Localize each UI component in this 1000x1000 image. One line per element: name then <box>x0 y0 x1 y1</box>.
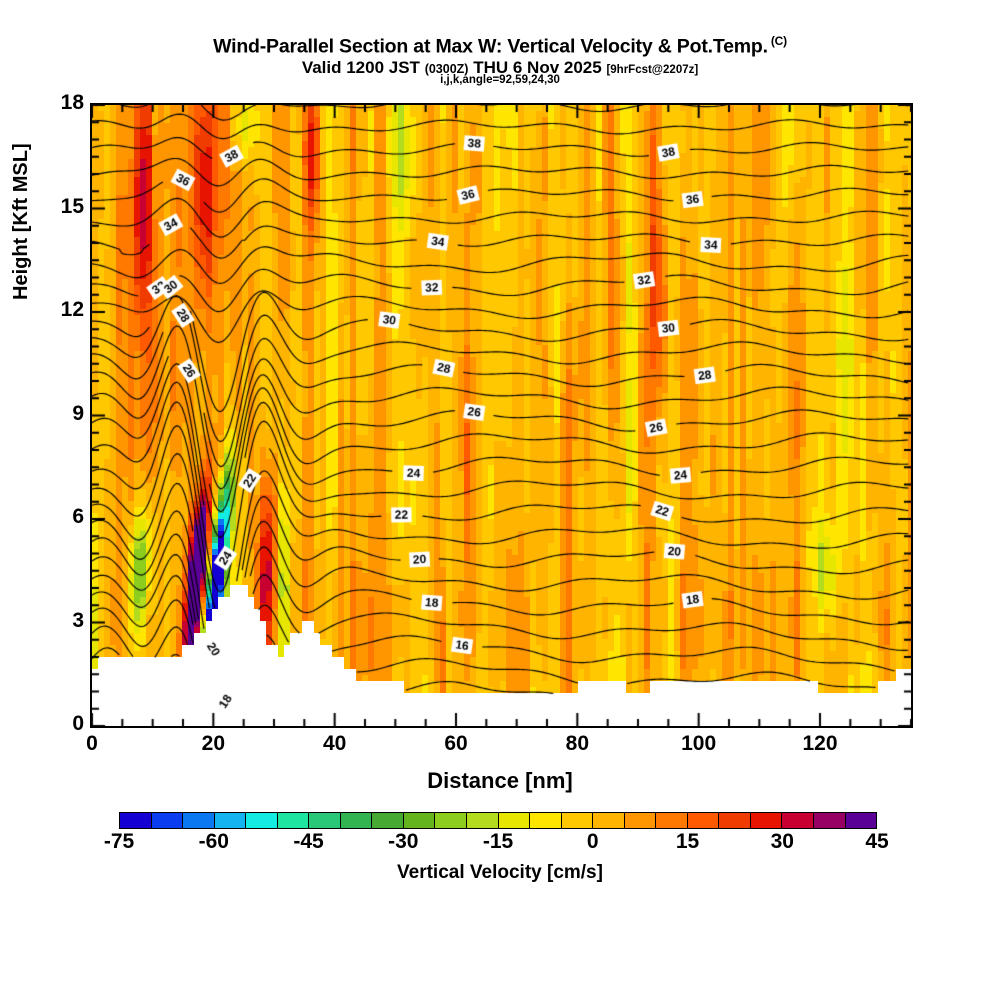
x-tick-100: 100 <box>681 732 717 755</box>
subtitle-forecast-info: [9hrFcst@2207z] <box>606 64 699 76</box>
y-tick-15: 15 <box>60 194 84 218</box>
title-text: Wind-Parallel Section at Max W: Vertical… <box>213 35 768 58</box>
colorbar-swatch-23 <box>845 813 877 828</box>
colorbar-tick-labels: -75 -60 -45 -30 -15 0 15 30 45 <box>0 831 1000 859</box>
y-tick-3: 3 <box>72 608 84 632</box>
colorbar-swatch-17 <box>656 813 688 828</box>
x-axis-tick-labels: 0 20 40 60 80 100 120 <box>0 733 1000 763</box>
colorbar-tick--45: -45 <box>293 830 324 853</box>
colorbar <box>119 812 877 829</box>
colorbar-tick-30: 30 <box>770 830 794 853</box>
colorbar-swatch-5 <box>277 813 310 828</box>
colorbar-swatch-19 <box>719 813 751 828</box>
subtitle-date: THU 6 Nov 2025 <box>473 58 602 77</box>
copyright-mark: (C) <box>770 34 787 48</box>
x-tick-120: 120 <box>802 732 838 755</box>
colorbar-swatch-13 <box>530 813 562 828</box>
page-title: Wind-Parallel Section at Max W: Vertical… <box>0 34 1000 59</box>
colorbar-tick--75: -75 <box>103 830 135 853</box>
x-axis-title: Distance [nm] <box>427 768 573 793</box>
y-tick-0: 0 <box>72 712 84 735</box>
colorbar-swatch-10 <box>435 813 468 828</box>
colorbar-swatch-1 <box>151 813 184 828</box>
colorbar-swatch-12 <box>498 813 531 828</box>
y-tick-12: 12 <box>60 298 84 321</box>
colorbar-tick--60: -60 <box>198 830 229 853</box>
y-tick-6: 6 <box>72 505 84 528</box>
colorbar-swatch-0 <box>120 813 152 828</box>
colorbar-swatch-3 <box>214 813 247 828</box>
x-tick-20: 20 <box>201 732 226 755</box>
subtitle-utc-time: (0300Z) <box>424 62 469 76</box>
colorbar-tick-0: 0 <box>586 830 599 853</box>
colorbar-swatch-14 <box>561 813 594 828</box>
y-tick-9: 9 <box>72 401 84 425</box>
grid-index-annotation: i,j,k,angle=92,59,24,30 <box>440 74 560 86</box>
y-tick-18: 18 <box>60 91 84 114</box>
colorbar-tick-15: 15 <box>675 830 700 853</box>
x-tick-80: 80 <box>565 732 590 755</box>
plot-frame <box>90 103 913 728</box>
subtitle-valid-time: Valid 1200 JST <box>301 58 420 77</box>
colorbar-swatch-7 <box>340 813 373 828</box>
colorbar-swatch-6 <box>309 813 341 828</box>
colorbar-swatch-22 <box>814 813 846 828</box>
x-tick-40: 40 <box>322 732 347 755</box>
subtitle: Valid 1200 JST (0300Z) THU 6 Nov 2025 [9… <box>0 58 1000 78</box>
x-tick-0: 0 <box>86 732 98 755</box>
y-axis-title: Height [Kft MSL] <box>10 143 32 300</box>
contour-overlay <box>92 105 911 726</box>
y-axis-tick-labels: 0 3 6 9 12 15 18 <box>18 0 84 1000</box>
colorbar-swatch-20 <box>750 813 783 828</box>
colorbar-swatch-21 <box>782 813 815 828</box>
colorbar-swatch-8 <box>372 813 404 828</box>
colorbar-swatch-9 <box>403 813 436 828</box>
x-tick-60: 60 <box>444 732 468 755</box>
colorbar-swatch-11 <box>467 813 499 828</box>
colorbar-tick--30: -30 <box>388 830 419 853</box>
colorbar-swatch-18 <box>687 813 720 828</box>
colorbar-swatch-2 <box>183 813 215 828</box>
colorbar-tick-45: 45 <box>865 830 889 853</box>
colorbar-tick--15: -15 <box>482 830 514 853</box>
colorbar-swatch-4 <box>246 813 278 828</box>
colorbar-swatch-16 <box>624 813 657 828</box>
colorbar-title: Vertical Velocity [cm/s] <box>397 862 603 883</box>
colorbar-swatch-15 <box>593 813 625 828</box>
